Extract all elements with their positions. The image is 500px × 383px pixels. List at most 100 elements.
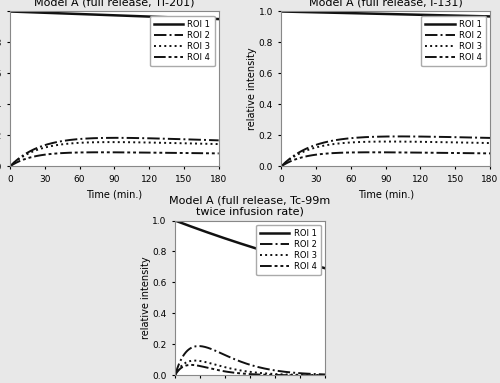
ROI 2 (7, 164, 13, 169)
ROI 1 (378, 11, 384, 16)
Title: Model A (full release, I-131): Model A (full release, I-131) (309, 0, 462, 8)
Line: ROI 4: ROI 4 (10, 152, 218, 166)
ROI 3 (392, 139, 398, 144)
ROI 4 (254, 372, 260, 377)
ROI 4 (132, 150, 138, 155)
ROI 2 (295, 371, 301, 375)
Title: Model A (full release, Tc-99m
twice infusion rate): Model A (full release, Tc-99m twice infu… (170, 195, 330, 217)
ROI 3 (211, 142, 217, 146)
ROI 4 (322, 373, 328, 378)
ROI 3 (278, 164, 284, 169)
ROI 3 (108, 140, 114, 144)
ROI 3 (108, 140, 114, 144)
ROI 2 (318, 372, 324, 376)
ROI 1 (120, 13, 126, 18)
ROI 1 (262, 249, 268, 253)
ROI 1 (131, 14, 137, 18)
Title: Model A (full release, Tl-201): Model A (full release, Tl-201) (34, 0, 194, 8)
ROI 2 (397, 134, 403, 139)
ROI 4 (98, 150, 104, 155)
ROI 3 (482, 141, 488, 145)
ROI 1 (216, 17, 222, 21)
ROI 3 (106, 140, 112, 144)
ROI 4 (106, 150, 112, 155)
Line: ROI 4: ROI 4 (282, 152, 490, 166)
Line: ROI 3: ROI 3 (175, 360, 325, 375)
ROI 3 (7, 164, 13, 169)
ROI 1 (450, 13, 456, 18)
ROI 3 (487, 141, 493, 146)
ROI 2 (262, 366, 268, 371)
ROI 1 (253, 246, 259, 251)
ROI 2 (211, 138, 217, 142)
ROI 4 (262, 372, 268, 377)
ROI 2 (172, 373, 178, 378)
ROI 1 (106, 13, 112, 18)
ROI 3 (178, 141, 184, 146)
ROI 2 (108, 136, 114, 140)
ROI 4 (379, 150, 385, 155)
ROI 4 (244, 372, 250, 376)
ROI 1 (108, 13, 114, 18)
X-axis label: Time (min.): Time (min.) (86, 189, 142, 199)
Line: ROI 1: ROI 1 (282, 11, 490, 16)
Line: ROI 2: ROI 2 (175, 346, 325, 375)
Legend: ROI 1, ROI 2, ROI 3, ROI 4: ROI 1, ROI 2, ROI 3, ROI 4 (421, 16, 486, 66)
ROI 3 (403, 139, 409, 144)
ROI 3 (244, 369, 250, 374)
ROI 1 (482, 14, 488, 19)
ROI 4 (378, 150, 384, 155)
ROI 2 (106, 136, 112, 140)
ROI 4 (370, 150, 376, 155)
Line: ROI 1: ROI 1 (175, 221, 325, 268)
ROI 2 (278, 164, 284, 169)
ROI 4 (278, 164, 284, 169)
ROI 2 (216, 138, 222, 142)
ROI 4 (172, 373, 178, 378)
ROI 4 (244, 372, 250, 376)
ROI 1 (7, 9, 13, 14)
Line: ROI 4: ROI 4 (175, 365, 325, 375)
ROI 2 (450, 135, 456, 139)
ROI 4 (403, 150, 409, 155)
Line: ROI 3: ROI 3 (10, 142, 218, 166)
ROI 1 (210, 16, 216, 21)
ROI 4 (178, 151, 184, 155)
ROI 2 (482, 136, 488, 140)
ROI 2 (113, 136, 119, 140)
Line: ROI 1: ROI 1 (10, 11, 218, 19)
ROI 3 (192, 358, 198, 363)
ROI 3 (295, 373, 301, 377)
ROI 4 (120, 150, 126, 155)
ROI 4 (211, 151, 217, 155)
ROI 2 (244, 362, 250, 366)
ROI 3 (216, 142, 222, 146)
ROI 4 (216, 151, 222, 155)
Legend: ROI 1, ROI 2, ROI 3, ROI 4: ROI 1, ROI 2, ROI 3, ROI 4 (256, 225, 321, 275)
ROI 1 (487, 14, 493, 19)
ROI 1 (402, 12, 408, 17)
ROI 2 (378, 134, 384, 139)
ROI 3 (378, 139, 384, 144)
ROI 4 (482, 151, 488, 155)
ROI 3 (318, 373, 324, 378)
ROI 4 (295, 373, 301, 378)
ROI 1 (244, 243, 250, 248)
ROI 1 (178, 15, 184, 20)
ROI 1 (391, 12, 397, 16)
ROI 2 (378, 134, 384, 139)
ROI 2 (391, 134, 397, 139)
X-axis label: Time (min.): Time (min.) (358, 189, 414, 199)
ROI 3 (120, 140, 126, 144)
ROI 3 (132, 140, 138, 145)
ROI 2 (132, 136, 138, 140)
ROI 2 (244, 362, 250, 366)
ROI 3 (322, 373, 328, 378)
ROI 1 (295, 259, 301, 263)
ROI 3 (244, 369, 250, 374)
ROI 3 (172, 373, 178, 378)
ROI 4 (188, 363, 194, 367)
ROI 3 (378, 139, 384, 144)
Line: ROI 3: ROI 3 (282, 142, 490, 166)
ROI 1 (378, 11, 384, 16)
